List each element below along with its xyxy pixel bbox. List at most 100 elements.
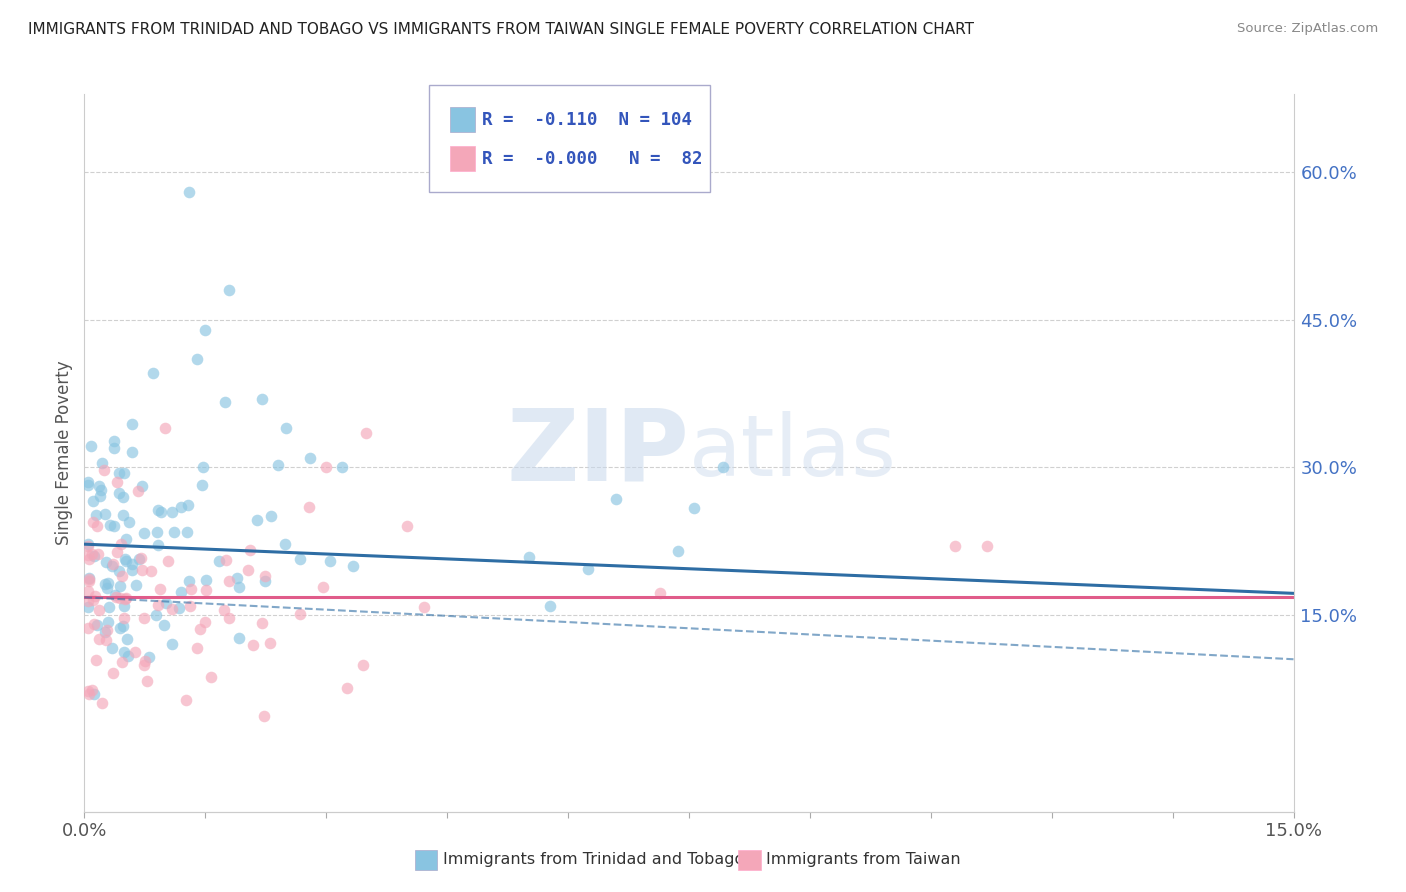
- Point: [190, 623, 212, 637]
- Point: [156, 554, 179, 568]
- Point: [134, 611, 156, 625]
- Point: [160, 637, 183, 651]
- Point: [250, 616, 273, 631]
- Point: [77, 539, 100, 553]
- Point: [114, 533, 136, 547]
- Point: [89, 490, 111, 504]
- Point: [89, 478, 111, 492]
- Point: [648, 586, 671, 600]
- Point: [87, 632, 110, 647]
- Point: [96, 623, 118, 637]
- Point: [80, 547, 103, 561]
- Point: [108, 591, 131, 605]
- Point: [150, 505, 173, 519]
- Point: [134, 658, 156, 673]
- Point: [103, 519, 125, 533]
- Point: [117, 649, 139, 664]
- Point: [114, 592, 136, 607]
- Point: [107, 564, 129, 578]
- Point: [121, 417, 143, 431]
- Point: [101, 557, 124, 571]
- Point: [83, 549, 105, 563]
- Point: [299, 450, 322, 465]
- Point: [519, 549, 541, 564]
- Y-axis label: Single Female Poverty: Single Female Poverty: [55, 360, 73, 545]
- Point: [177, 499, 200, 513]
- Point: [100, 640, 122, 655]
- Point: [77, 593, 100, 607]
- Point: [112, 610, 135, 624]
- Point: [666, 544, 689, 558]
- Point: [246, 513, 269, 527]
- Point: [77, 574, 100, 588]
- Point: [146, 538, 169, 552]
- Point: [254, 569, 277, 583]
- Point: [108, 579, 131, 593]
- Point: [163, 525, 186, 540]
- Point: [94, 624, 117, 639]
- Point: [395, 519, 418, 533]
- Point: [342, 559, 364, 574]
- Point: [208, 554, 231, 568]
- Point: [186, 352, 208, 367]
- Point: [87, 603, 110, 617]
- Point: [129, 551, 152, 566]
- Point: [315, 460, 337, 475]
- Point: [149, 582, 172, 596]
- Point: [153, 617, 176, 632]
- Point: [943, 539, 966, 553]
- Point: [218, 574, 240, 589]
- Point: [97, 599, 120, 614]
- Point: [170, 500, 193, 515]
- Point: [82, 683, 104, 698]
- Point: [77, 537, 100, 551]
- Point: [274, 537, 297, 551]
- Point: [200, 670, 222, 684]
- Point: [179, 599, 201, 614]
- Point: [238, 563, 260, 577]
- Point: [179, 574, 201, 589]
- Point: [101, 665, 124, 680]
- Point: [179, 185, 201, 199]
- Point: [93, 507, 115, 521]
- Point: [77, 572, 100, 586]
- Point: [180, 582, 202, 596]
- Point: [976, 539, 998, 553]
- Point: [242, 638, 264, 652]
- Point: [194, 583, 217, 598]
- Point: [121, 557, 143, 571]
- Point: [239, 542, 262, 557]
- Point: [93, 463, 115, 477]
- Point: [194, 615, 217, 629]
- Point: [176, 693, 198, 707]
- Point: [103, 441, 125, 455]
- Point: [112, 467, 135, 481]
- Point: [83, 687, 105, 701]
- Point: [112, 508, 135, 522]
- Point: [538, 599, 561, 613]
- Point: [107, 475, 129, 489]
- Point: [330, 460, 353, 475]
- Point: [124, 645, 146, 659]
- Point: [142, 367, 165, 381]
- Point: [267, 458, 290, 473]
- Text: Immigrants from Taiwan: Immigrants from Taiwan: [766, 853, 960, 867]
- Point: [117, 632, 139, 647]
- Point: [96, 555, 118, 569]
- Point: [162, 602, 184, 616]
- Point: [336, 681, 359, 695]
- Point: [252, 708, 274, 723]
- Point: [79, 438, 101, 452]
- Point: [190, 478, 212, 492]
- Point: [128, 552, 150, 566]
- Point: [112, 645, 135, 659]
- Point: [176, 524, 198, 539]
- Point: [228, 580, 250, 594]
- Point: [84, 653, 107, 667]
- Point: [218, 611, 240, 625]
- Point: [77, 583, 100, 598]
- Point: [121, 563, 143, 577]
- Point: [191, 459, 214, 474]
- Point: [124, 578, 146, 592]
- Point: [83, 617, 105, 632]
